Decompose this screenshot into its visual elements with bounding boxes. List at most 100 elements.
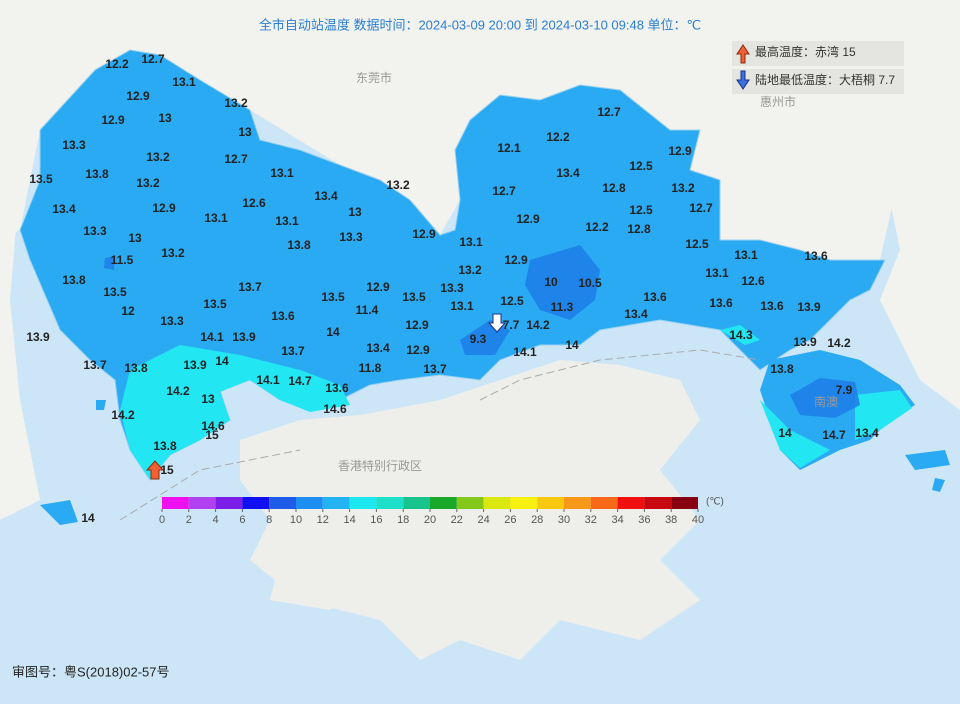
station-value: 12.6 xyxy=(741,274,765,288)
station-value: 13.6 xyxy=(325,381,349,395)
station-value: 11.3 xyxy=(551,300,574,314)
max-icon xyxy=(736,44,750,64)
colorbar-label: 20 xyxy=(424,514,436,526)
station-value: 13 xyxy=(201,392,215,406)
station-value: 15 xyxy=(160,463,174,477)
colorbar-label: 10 xyxy=(290,514,302,526)
colorbar-segment xyxy=(537,497,564,509)
station-value: 12.7 xyxy=(224,152,248,166)
station-value: 13 xyxy=(348,205,362,219)
place-label: 香港特别行政区 xyxy=(338,458,422,473)
colorbar-label: 38 xyxy=(665,514,677,526)
lantau xyxy=(270,540,380,610)
min-icon xyxy=(736,70,750,90)
station-value: 12.9 xyxy=(126,89,150,103)
station-value: 13.9 xyxy=(232,330,256,344)
colorbar-label: 32 xyxy=(585,514,597,526)
title: 全市自动站温度 数据时间：2024-03-09 20:00 到 2024-03-… xyxy=(259,17,701,32)
station-value: 14.1 xyxy=(256,373,280,387)
station-value: 12.9 xyxy=(516,212,540,226)
colorbar-segment xyxy=(590,497,618,509)
station-value: 13.1 xyxy=(705,266,729,280)
station-value: 14 xyxy=(565,338,579,352)
station-value: 13.5 xyxy=(103,285,127,299)
station-value: 14.2 xyxy=(526,318,550,332)
footer: 审图号：粤S(2018)02-57号 xyxy=(12,664,170,679)
station-value: 13.4 xyxy=(556,166,580,180)
station-value: 14.7 xyxy=(288,374,312,388)
station-value: 13.2 xyxy=(161,246,185,260)
place-label: 东莞市 xyxy=(356,70,392,85)
max-marker xyxy=(145,460,165,480)
station-value: 13.5 xyxy=(203,297,227,311)
station-value: 12.9 xyxy=(405,318,429,332)
colorbar-segment xyxy=(644,497,672,509)
colorbar-segment xyxy=(188,497,216,509)
colorbar-segment xyxy=(456,497,484,509)
station-value: 14.1 xyxy=(513,345,537,359)
station-value: 13.8 xyxy=(287,238,311,252)
station-value: 13 xyxy=(128,231,142,245)
station-value: 9.3 xyxy=(470,332,487,346)
colorbar-label: 0 xyxy=(159,514,165,526)
station-value: 12.6 xyxy=(242,196,266,210)
station-value: 14 xyxy=(81,511,95,525)
station-value: 12.9 xyxy=(504,253,528,267)
station-value: 12.7 xyxy=(597,105,621,119)
colorbar-label: 2 xyxy=(186,514,192,526)
station-value: 13.8 xyxy=(153,439,177,453)
station-value: 13.6 xyxy=(709,296,733,310)
station-value: 13.7 xyxy=(281,344,305,358)
station-value: 13.8 xyxy=(85,167,109,181)
station-value: 13 xyxy=(158,111,172,125)
colorbar-label: 34 xyxy=(611,514,623,526)
station-value: 13.3 xyxy=(83,224,107,238)
station-value: 12.1 xyxy=(497,141,521,155)
station-value: 10 xyxy=(544,275,558,289)
cool-zone xyxy=(104,245,860,418)
station-value: 12.2 xyxy=(546,130,570,144)
station-value: 12.5 xyxy=(629,203,653,217)
colorbar-segment xyxy=(510,497,538,509)
station-value: 13.2 xyxy=(671,181,695,195)
colorbar-segment xyxy=(349,497,377,509)
colorbar-label: 6 xyxy=(239,514,245,526)
station-value: 13.9 xyxy=(797,300,821,314)
station-value: 13.8 xyxy=(62,273,86,287)
colorbar-segment xyxy=(296,497,323,509)
station-value: 13.6 xyxy=(760,299,784,313)
colorbar-segment xyxy=(617,497,645,509)
station-value: 14 xyxy=(215,354,229,368)
place-label: 南澳 xyxy=(814,394,838,409)
station-value: 13.3 xyxy=(160,314,184,328)
colorbar-label: 28 xyxy=(531,514,543,526)
station-value: 14.6 xyxy=(323,402,347,416)
station-value: 10.5 xyxy=(578,276,602,290)
station-value: 13.5 xyxy=(29,172,53,186)
colorbar-segment xyxy=(269,497,296,509)
station-value: 13.6 xyxy=(804,249,828,263)
station-value: 13.4 xyxy=(624,307,648,321)
station-value: 13.1 xyxy=(734,248,758,262)
colorbar-segment xyxy=(322,497,350,509)
station-value: 13.4 xyxy=(855,426,879,440)
station-value: 13.6 xyxy=(643,290,667,304)
station-value: 13.2 xyxy=(458,263,482,277)
station-value: 13.1 xyxy=(270,166,294,180)
colorbar-segment xyxy=(215,497,243,509)
colorbar-label: 40 xyxy=(692,514,704,526)
station-value: 12.9 xyxy=(366,280,390,294)
station-value: 12.9 xyxy=(101,113,125,127)
station-value: 11.4 xyxy=(356,303,379,317)
station-value: 13 xyxy=(238,125,252,139)
station-value: 12.7 xyxy=(492,184,516,198)
colorbar-segment xyxy=(483,497,511,509)
colorbar-label: 22 xyxy=(451,514,463,526)
boundary xyxy=(119,349,761,521)
station-value: 14.3 xyxy=(729,328,753,342)
colorbar-segment xyxy=(564,497,591,509)
station-value: 11.8 xyxy=(359,361,382,375)
station-value: 14.7 xyxy=(822,428,846,442)
station-value: 13.9 xyxy=(793,335,817,349)
